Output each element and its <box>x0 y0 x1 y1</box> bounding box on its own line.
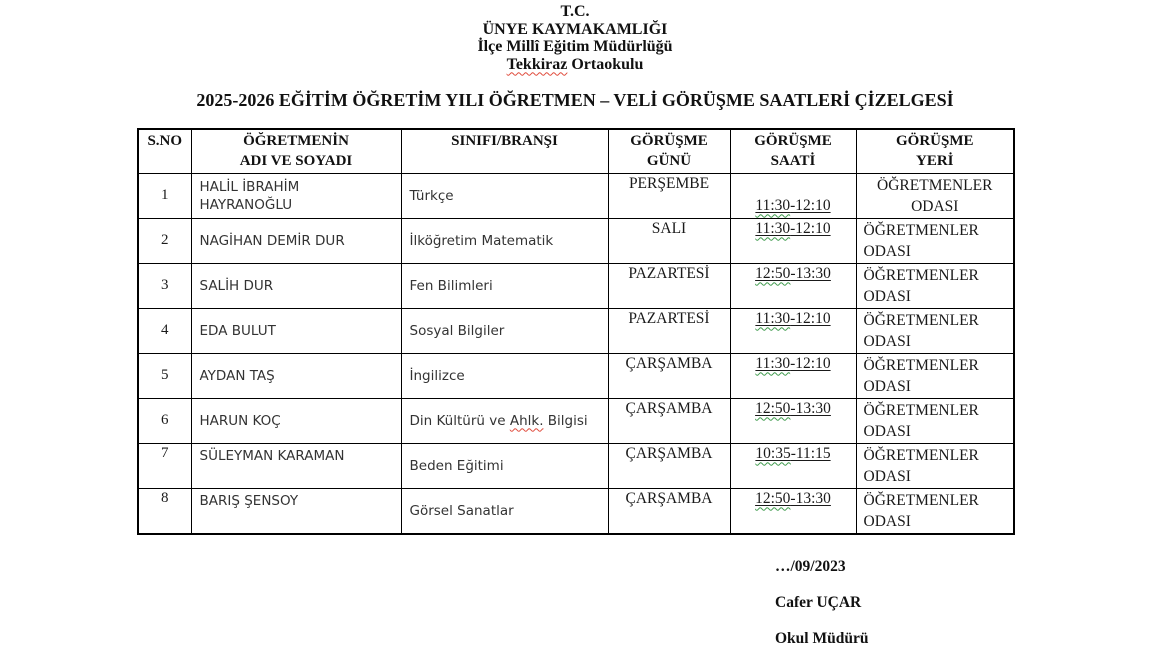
header-col-meeting-day: GÖRÜŞME GÜNÜ <box>607 128 731 174</box>
cell-branch: Türkçe <box>400 172 609 219</box>
cell-branch: Beden Eğitimi <box>400 442 609 489</box>
meeting-time-text: 12:50-13:30 <box>755 264 831 282</box>
cell-teacher-name: BARIŞ ŞENSOY <box>190 487 402 534</box>
meeting-time-text: 12:50-13:30 <box>755 489 831 507</box>
grammar-marked-time: 10:35 <box>755 444 791 462</box>
header-col-meeting-place: GÖRÜŞME YERİ <box>855 128 1015 174</box>
cell-meeting-place: ÖĞRETMENLER ODASI <box>855 217 1015 264</box>
letterhead: T.C. ÜNYE KAYMAKAMLIĞI İlçe Millî Eğitim… <box>0 3 1150 73</box>
cell-meeting-day: ÇARŞAMBA <box>607 397 731 444</box>
cell-meeting-day: PAZARTESİ <box>607 262 731 309</box>
header-col-meeting-time: GÖRÜŞME SAATİ <box>729 128 857 174</box>
cell-meeting-place: ÖĞRETMENLER ODASI <box>855 172 1015 219</box>
cell-meeting-time: 11:30-12:10 <box>729 307 857 354</box>
letterhead-line-kaymakamlik: ÜNYE KAYMAKAMLIĞI <box>482 20 668 38</box>
table-row: 7 SÜLEYMAN KARAMAN Beden Eğitimi ÇARŞAMBA 10… <box>137 442 1015 489</box>
table-row: 1 HALİL İBRAHİM HAYRANOĞLU Türkçe PERŞEMBE 1… <box>137 172 1015 219</box>
letterhead-line-mudurluk: İlçe Millî Eğitim Müdürlüğü <box>477 38 673 55</box>
header-col-sno: S.NO <box>137 128 192 174</box>
meeting-time-text: 11:30-12:10 <box>755 309 831 327</box>
cell-sno: 4 <box>137 307 192 354</box>
cell-meeting-time: 11:30-12:10 <box>729 352 857 399</box>
signature-block: …/09/2023 Cafer UÇAR Okul Müdürü <box>775 558 868 646</box>
grammar-marked-time: 11:30 <box>755 309 791 327</box>
cell-teacher-name: AYDAN TAŞ <box>190 352 402 399</box>
table-row: 4 EDA BULUT Sosyal Bilgiler PAZARTESİ 11:30-… <box>137 307 1015 354</box>
cell-meeting-place: ÖĞRETMENLER ODASI <box>855 262 1015 309</box>
cell-meeting-place: ÖĞRETMENLER ODASI <box>855 442 1015 489</box>
meeting-time-text: 11:30-12:10 <box>755 354 831 372</box>
grammar-marked-time: 12:50 <box>755 264 791 282</box>
letterhead-school-name: Tekkiraz Ortaokulu <box>506 55 644 73</box>
cell-meeting-place: ÖĞRETMENLER ODASI <box>855 307 1015 354</box>
document-title: 2025-2026 EĞİTİM ÖĞRETİM YILI ÖĞRETMEN –… <box>196 90 954 110</box>
meeting-time-text: 11:30-12:10 <box>755 196 831 214</box>
cell-meeting-place: ÖĞRETMENLER ODASI <box>855 487 1015 534</box>
cell-sno: 5 <box>137 352 192 399</box>
table-row: 3 SALİH DUR Fen Bilimleri PAZARTESİ 12:50-13… <box>137 262 1015 309</box>
cell-meeting-time: 11:30-12:10 <box>729 217 857 264</box>
cell-teacher-name: EDA BULUT <box>190 307 402 354</box>
cell-meeting-time: 12:50-13:30 <box>729 487 857 534</box>
cell-sno: 1 <box>137 172 192 219</box>
cell-branch: Din Kültürü ve Ahlk. Bilgisi <box>400 397 609 444</box>
cell-teacher-name: SALİH DUR <box>190 262 402 309</box>
cell-sno: 8 <box>137 487 192 534</box>
cell-meeting-day: SALI <box>607 217 731 264</box>
cell-meeting-time: 11:30-12:10 <box>729 172 857 219</box>
grammar-marked-time: 11:30 <box>755 354 791 372</box>
grammar-marked-time: 11:30 <box>755 219 791 237</box>
table-row: 2 NAGİHAN DEMİR DUR İlköğretim Matematik SA… <box>137 217 1015 264</box>
meeting-time-text: 10:35-11:15 <box>755 444 831 462</box>
table-header-row: S.NO ÖĞRETMENİN ADI VE SOYADI SINIFI/BRANŞI… <box>137 128 1015 174</box>
misspelled-word: Ahlk. <box>509 412 544 429</box>
cell-teacher-name: HALİL İBRAHİM HAYRANOĞLU <box>190 172 402 219</box>
meeting-time-text: 11:30-12:10 <box>755 219 831 237</box>
cell-meeting-time: 12:50-13:30 <box>729 397 857 444</box>
header-col-teacher-name: ÖĞRETMENİN ADI VE SOYADI <box>190 128 402 174</box>
table-row: 6 HARUN KOÇ Din Kültürü ve Ahlk. Bilgisi ÇA… <box>137 397 1015 444</box>
signature-name: Cafer UÇAR <box>775 594 862 611</box>
cell-branch: İngilizce <box>400 352 609 399</box>
cell-meeting-day: PAZARTESİ <box>607 307 731 354</box>
grammar-marked-time: 12:50 <box>755 489 791 507</box>
cell-branch: Sosyal Bilgiler <box>400 307 609 354</box>
cell-branch: İlköğretim Matematik <box>400 217 609 264</box>
schedule-table: S.NO ÖĞRETMENİN ADI VE SOYADI SINIFI/BRANŞI… <box>137 128 1015 535</box>
cell-sno: 7 <box>137 442 192 489</box>
signature-date: …/09/2023 <box>775 558 846 575</box>
cell-branch: Fen Bilimleri <box>400 262 609 309</box>
cell-meeting-day: ÇARŞAMBA <box>607 442 731 489</box>
cell-meeting-day: ÇARŞAMBA <box>607 352 731 399</box>
cell-meeting-time: 10:35-11:15 <box>729 442 857 489</box>
cell-sno: 6 <box>137 397 192 444</box>
grammar-marked-time: 12:50 <box>755 399 791 417</box>
cell-meeting-day: ÇARŞAMBA <box>607 487 731 534</box>
cell-branch: Görsel Sanatlar <box>400 487 609 534</box>
grammar-marked-time: 11:30 <box>755 196 791 214</box>
table-row: 5 AYDAN TAŞ İngilizce ÇARŞAMBA 11:30-12:10 ÖĞ… <box>137 352 1015 399</box>
cell-teacher-name: HARUN KOÇ <box>190 397 402 444</box>
cell-meeting-place: ÖĞRETMENLER ODASI <box>855 352 1015 399</box>
cell-sno: 3 <box>137 262 192 309</box>
cell-sno: 2 <box>137 217 192 264</box>
letterhead-line-tc: T.C. <box>560 3 590 20</box>
signature-role: Okul Müdürü <box>775 630 869 646</box>
cell-teacher-name: SÜLEYMAN KARAMAN <box>190 442 402 489</box>
table-row: 8 BARIŞ ŞENSOY Görsel Sanatlar ÇARŞAMBA 12:5… <box>137 487 1015 534</box>
cell-teacher-name: NAGİHAN DEMİR DUR <box>190 217 402 264</box>
cell-meeting-day: PERŞEMBE <box>607 172 731 219</box>
meeting-time-text: 12:50-13:30 <box>755 399 831 417</box>
misspelled-word: Tekkiraz <box>506 55 568 73</box>
cell-meeting-time: 12:50-13:30 <box>729 262 857 309</box>
cell-meeting-place: ÖĞRETMENLER ODASI <box>855 397 1015 444</box>
header-col-branch: SINIFI/BRANŞI <box>400 128 609 174</box>
